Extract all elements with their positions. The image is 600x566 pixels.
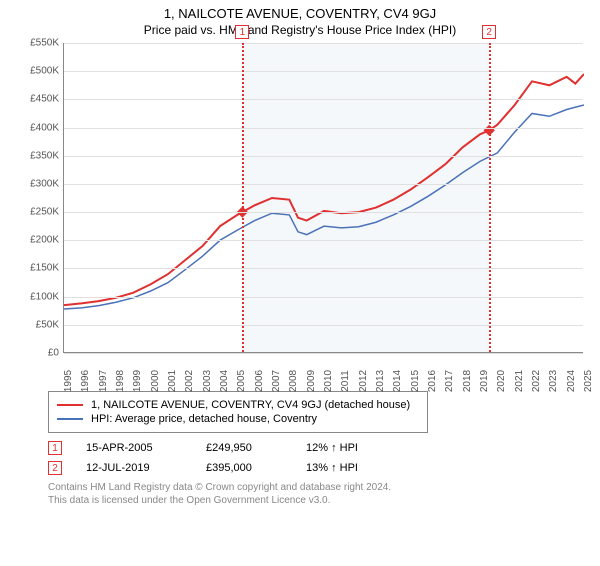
x-tick-label: 2000 bbox=[150, 370, 161, 392]
legend-item: HPI: Average price, detached house, Cove… bbox=[57, 413, 419, 425]
event-price: £395,000 bbox=[206, 462, 306, 474]
x-tick-label: 2011 bbox=[340, 370, 351, 392]
x-tick-label: 2001 bbox=[167, 370, 178, 392]
y-tick-label: £100K bbox=[30, 291, 59, 302]
x-tick-label: 2012 bbox=[358, 370, 369, 392]
y-tick-label: £50K bbox=[36, 319, 59, 330]
legend-swatch bbox=[57, 404, 83, 406]
y-tick-label: £500K bbox=[30, 66, 59, 77]
x-tick-label: 1996 bbox=[80, 370, 91, 392]
x-tick-label: 2013 bbox=[375, 370, 386, 392]
x-tick-label: 2018 bbox=[462, 370, 473, 392]
x-tick-label: 2025 bbox=[583, 370, 594, 392]
event-price: £249,950 bbox=[206, 442, 306, 454]
x-tick-label: 2019 bbox=[479, 370, 490, 392]
event-vline bbox=[242, 43, 244, 352]
x-tick-label: 1997 bbox=[98, 370, 109, 392]
event-pct: 13% ↑ HPI bbox=[306, 462, 426, 474]
y-tick-label: £300K bbox=[30, 178, 59, 189]
y-tick-label: £250K bbox=[30, 207, 59, 218]
x-axis: 1995199619971998199920002001200220032004… bbox=[63, 357, 583, 387]
legend-swatch bbox=[57, 418, 83, 420]
y-tick-label: £0 bbox=[48, 348, 59, 359]
x-tick-label: 1999 bbox=[132, 370, 143, 392]
legend-label: 1, NAILCOTE AVENUE, COVENTRY, CV4 9GJ (d… bbox=[91, 399, 410, 411]
footer-attribution: Contains HM Land Registry data © Crown c… bbox=[48, 481, 600, 507]
y-tick-label: £400K bbox=[30, 122, 59, 133]
event-marker-box: 2 bbox=[482, 25, 496, 39]
footer-line-2: This data is licensed under the Open Gov… bbox=[48, 494, 600, 507]
legend: 1, NAILCOTE AVENUE, COVENTRY, CV4 9GJ (d… bbox=[48, 391, 428, 433]
event-pct: 12% ↑ HPI bbox=[306, 442, 426, 454]
x-tick-label: 2005 bbox=[236, 370, 247, 392]
event-marker-inline: 2 bbox=[48, 461, 62, 475]
x-tick-label: 1998 bbox=[115, 370, 126, 392]
x-tick-label: 2015 bbox=[410, 370, 421, 392]
x-tick-label: 2003 bbox=[202, 370, 213, 392]
chart-subtitle: Price paid vs. HM Land Registry's House … bbox=[0, 23, 600, 37]
x-tick-label: 2016 bbox=[427, 370, 438, 392]
x-tick-label: 2008 bbox=[288, 370, 299, 392]
y-tick-label: £350K bbox=[30, 150, 59, 161]
y-tick-label: £450K bbox=[30, 94, 59, 105]
footer-line-1: Contains HM Land Registry data © Crown c… bbox=[48, 481, 600, 494]
chart-svg bbox=[64, 43, 584, 353]
chart-title: 1, NAILCOTE AVENUE, COVENTRY, CV4 9GJ bbox=[0, 6, 600, 21]
legend-label: HPI: Average price, detached house, Cove… bbox=[91, 413, 317, 425]
plot-area: 12 bbox=[63, 43, 583, 353]
x-tick-label: 2004 bbox=[219, 370, 230, 392]
x-tick-label: 2023 bbox=[548, 370, 559, 392]
event-date: 15-APR-2005 bbox=[86, 442, 206, 454]
x-tick-label: 2014 bbox=[392, 370, 403, 392]
event-row: 2 12-JUL-2019£395,00013% ↑ HPI bbox=[48, 461, 600, 475]
x-tick-label: 2017 bbox=[444, 370, 455, 392]
series-line bbox=[64, 105, 584, 309]
y-tick-label: £150K bbox=[30, 263, 59, 274]
series-line bbox=[64, 74, 584, 305]
x-tick-label: 2002 bbox=[184, 370, 195, 392]
x-tick-label: 2006 bbox=[254, 370, 265, 392]
x-tick-label: 2009 bbox=[306, 370, 317, 392]
chart-container: 1, NAILCOTE AVENUE, COVENTRY, CV4 9GJ Pr… bbox=[0, 6, 600, 566]
chart-area: £0 £50K £100K £150K £200K £250K £300K £350K £400… bbox=[15, 43, 585, 383]
x-tick-label: 2007 bbox=[271, 370, 282, 392]
event-marker-inline: 1 bbox=[48, 441, 62, 455]
y-axis: £0£50K£100K£150K£200K£250K£300K£350K£400… bbox=[15, 43, 63, 353]
x-tick-label: 2024 bbox=[566, 370, 577, 392]
y-tick-label: £550K bbox=[30, 38, 59, 49]
x-tick-label: 1995 bbox=[63, 370, 74, 392]
sale-events: 1 15-APR-2005£249,95012% ↑ HPI 2 12-JUL-201… bbox=[48, 441, 600, 475]
event-date: 12-JUL-2019 bbox=[86, 462, 206, 474]
event-marker-box: 1 bbox=[235, 25, 249, 39]
legend-item: 1, NAILCOTE AVENUE, COVENTRY, CV4 9GJ (d… bbox=[57, 399, 419, 411]
event-row: 1 15-APR-2005£249,95012% ↑ HPI bbox=[48, 441, 600, 455]
x-tick-label: 2022 bbox=[531, 370, 542, 392]
x-tick-label: 2010 bbox=[323, 370, 334, 392]
x-tick-label: 2021 bbox=[514, 370, 525, 392]
event-vline bbox=[489, 43, 491, 352]
y-tick-label: £200K bbox=[30, 235, 59, 246]
x-tick-label: 2020 bbox=[496, 370, 507, 392]
